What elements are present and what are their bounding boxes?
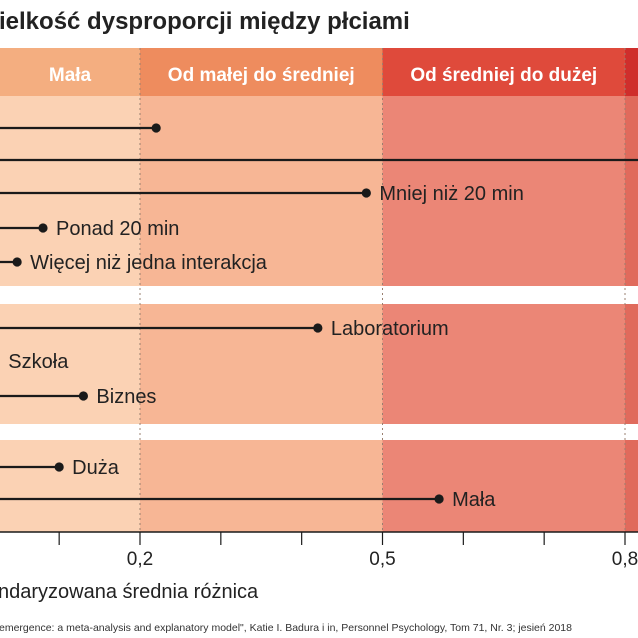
- group-gap: [0, 286, 638, 304]
- dot-marker: [151, 123, 161, 133]
- band-header: [625, 48, 638, 96]
- dot-label: Szkoła: [8, 351, 69, 373]
- dot-marker: [361, 188, 371, 198]
- dot-label: Biznes: [96, 386, 156, 408]
- band-header: [140, 48, 383, 96]
- dot-marker: [313, 323, 323, 333]
- band-label: Od małej do średniej: [168, 65, 355, 86]
- band-layer: Mała Od małej do średniej Od średniej do d…: [0, 48, 638, 532]
- x-axis-title: ndaryzowana średnia różnica: [0, 581, 259, 603]
- dot-label: Mała: [452, 489, 496, 511]
- dot-label: Ponad 20 min: [56, 218, 179, 240]
- marks-layer: Mniej niż 20 min Ponad 20 min Więcej niż j…: [0, 123, 638, 511]
- group-separator-layer: [0, 286, 638, 440]
- x-tick-label: 0,5: [369, 549, 395, 570]
- source-note: emergence: a meta-analysis and explanato…: [0, 622, 572, 634]
- x-tick-label: 0,2: [127, 549, 153, 570]
- dot-label: Mniej niż 20 min: [379, 183, 524, 205]
- x-axis: 0,2 0,5 0,8: [0, 531, 638, 570]
- dot-label: Duża: [72, 457, 120, 479]
- dot-marker: [12, 257, 22, 267]
- dot-label: Więcej niż jedna interakcja: [30, 252, 268, 274]
- dot-marker: [434, 494, 444, 504]
- dot-marker: [38, 223, 48, 233]
- chart-title: ielkość dysproporcji między płciami: [0, 8, 410, 35]
- band-body: [382, 96, 625, 532]
- band-body: [625, 96, 638, 532]
- x-tick-label: 0,8: [612, 549, 638, 570]
- band-label: Mała: [49, 65, 92, 86]
- dot-label: Laboratorium: [331, 318, 449, 340]
- dot-marker: [54, 462, 64, 472]
- band-header: [382, 48, 625, 96]
- band-header: [0, 48, 140, 96]
- group-gap: [0, 424, 638, 440]
- dot-marker: [78, 391, 89, 401]
- band-label: Od średniej do dużej: [410, 65, 597, 86]
- band-body: [0, 96, 140, 532]
- band-body: [140, 96, 383, 532]
